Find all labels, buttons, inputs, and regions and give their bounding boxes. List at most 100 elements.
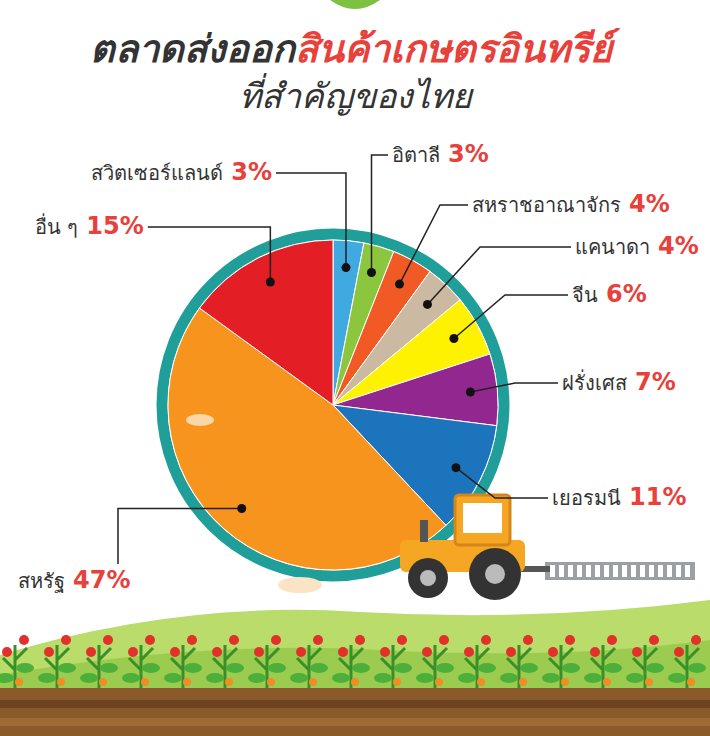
soil-row (0, 700, 710, 708)
carrot (141, 678, 149, 686)
value-label: 47% (73, 566, 130, 594)
tomato (691, 635, 701, 645)
value-label: 15% (86, 212, 143, 240)
tomato (481, 635, 491, 645)
slice-label: อิตาลี3% (392, 140, 489, 168)
carrot (645, 678, 653, 686)
tomato (296, 647, 306, 657)
tractor-pipe (420, 520, 428, 542)
tomato (61, 635, 71, 645)
value-label: 3% (448, 140, 489, 168)
seeder-tooth (559, 565, 564, 577)
seeder-tooth (550, 565, 555, 577)
tractor-cab (455, 495, 510, 545)
plant-leaf (604, 663, 622, 673)
slice-label: สหราชอาณาจักร 4% (472, 190, 670, 218)
category-label: สหรัฐ (18, 569, 65, 593)
title-part: ตลาดส่งออก (90, 27, 297, 71)
pie-ring (162, 234, 504, 576)
leader-dot (423, 300, 432, 309)
tomato (380, 647, 390, 657)
carrot (519, 678, 527, 686)
plant-leaf (584, 673, 602, 683)
value-label: 4% (629, 190, 670, 218)
tomato (422, 647, 432, 657)
background (0, 0, 710, 736)
tomato (271, 635, 281, 645)
slice-label: สหรัฐ 47% (18, 566, 130, 594)
tomato (187, 635, 197, 645)
tomato (464, 647, 474, 657)
hill (0, 600, 710, 736)
tomato (338, 647, 348, 657)
carrot (99, 678, 107, 686)
tomato (548, 647, 558, 657)
chart-root: สวิตเซอร์แลนด์ 3%อิตาลี3% สหราชอาณาจักร 4% แ… (0, 0, 710, 736)
category-label: ฝรั่งเศส (562, 369, 627, 395)
value-label: 11% (629, 483, 686, 511)
plant-leaf (646, 663, 664, 673)
scene (0, 0, 710, 736)
seeder-tooth (685, 565, 690, 577)
plant-leaf (164, 673, 182, 683)
tractor-window (463, 503, 502, 533)
category-label: สวิตเซอร์แลนด์ (91, 161, 223, 185)
carrot (15, 678, 23, 686)
carrot (435, 678, 443, 686)
tomato (632, 647, 642, 657)
carrot (687, 678, 695, 686)
seeder-tooth (604, 565, 609, 577)
soil (0, 688, 710, 736)
tomato (590, 647, 600, 657)
seeder-tooth (586, 565, 591, 577)
plant-leaf (16, 663, 34, 673)
title-group: ตลาดส่งออกสินค้าเกษตรอินทรีย์ที่สำคัญของ… (90, 27, 621, 116)
plant-leaf (332, 673, 350, 683)
seeder-tooth (658, 565, 663, 577)
category-label: เยอรมนี (552, 486, 621, 510)
highlight (186, 414, 214, 426)
plant-leaf (562, 663, 580, 673)
plant-leaf (478, 663, 496, 673)
carrot (225, 678, 233, 686)
seeder-tooth (676, 565, 681, 577)
plant-leaf (248, 673, 266, 683)
plant-leaf (0, 673, 14, 683)
title: ตลาดส่งออกสินค้าเกษตรอินทรีย์ (90, 27, 621, 71)
slice-label: แคนาดา4% (575, 232, 699, 260)
plant-leaf (520, 663, 538, 673)
tomato (86, 647, 96, 657)
tomato (506, 647, 516, 657)
value-label: 6% (606, 280, 647, 308)
leader-dot (341, 263, 350, 272)
leader-dot (266, 278, 275, 287)
subtitle: ที่สำคัญของไทย (239, 73, 474, 116)
seeder-tooth (622, 565, 627, 577)
plant-leaf (38, 673, 56, 683)
tomato (170, 647, 180, 657)
carrot (603, 678, 611, 686)
slice-label: ฝรั่งเศส7% (562, 368, 676, 396)
tractor-hub (420, 570, 436, 586)
leader-line (276, 173, 346, 268)
category-label: จีน (572, 283, 598, 307)
tractor-hub (485, 564, 505, 584)
carrot (57, 678, 65, 686)
carrot (477, 678, 485, 686)
tomato (649, 635, 659, 645)
seeder-tooth (577, 565, 582, 577)
leader-line (456, 468, 548, 498)
seeder-tooth (595, 565, 600, 577)
tomato (607, 635, 617, 645)
plant-leaf (206, 673, 224, 683)
plant-leaf (500, 673, 518, 683)
tractor-wheel (469, 548, 521, 600)
tomato (254, 647, 264, 657)
leader-line (148, 227, 271, 282)
tomato (439, 635, 449, 645)
category-label: สหราชอาณาจักร (472, 193, 621, 217)
leader-line (470, 383, 558, 392)
leader-line (454, 295, 568, 339)
tomato (313, 635, 323, 645)
labels: สวิตเซอร์แลนด์ 3%อิตาลี3% สหราชอาณาจักร 4% แ… (18, 140, 699, 594)
